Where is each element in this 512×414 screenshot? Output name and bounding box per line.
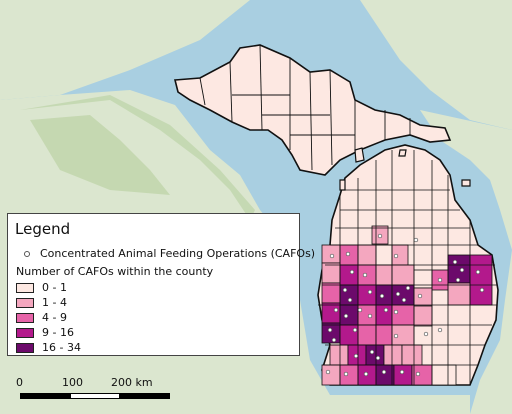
legend-swatch <box>16 282 34 293</box>
cafo-points <box>325 233 485 377</box>
ontario-northeast-land <box>360 0 512 130</box>
scale-label-zero: 0 <box>16 376 23 389</box>
legend-class-label: 9 - 16 <box>42 326 74 339</box>
legend-swatch <box>16 297 34 308</box>
southern-ontario-land <box>420 110 512 414</box>
legend-class-label: 0 - 1 <box>42 281 67 294</box>
legend-choropleth-title: Number of CAFOs within the county <box>16 265 214 278</box>
legend-title: Legend <box>15 220 71 238</box>
legend-class-label: 4 - 9 <box>42 311 67 324</box>
indiana-ohio-land <box>330 395 470 414</box>
forest-area-2 <box>30 115 170 195</box>
scale-segment-black <box>120 393 170 399</box>
scale-label-100: 100 <box>62 376 83 389</box>
scale-label-200: 200 km <box>111 376 153 389</box>
legend-point-entry: Concentrated Animal Feeding Operations (… <box>16 247 315 260</box>
legend-class-entry: 9 - 16 <box>16 326 74 339</box>
legend-swatch <box>16 312 34 323</box>
map-legend: Legend Concentrated Animal Feeding Opera… <box>7 213 315 356</box>
legend-swatch <box>16 342 34 353</box>
legend-class-label: 16 - 34 <box>42 341 81 354</box>
legend-class-label: 1 - 4 <box>42 296 67 309</box>
choropleth-counties <box>321 225 493 386</box>
scale-segment-black <box>20 393 70 399</box>
scale-bar: 0 100 200 km <box>14 376 214 402</box>
legend-class-entry: 4 - 9 <box>16 311 67 324</box>
ontario-land <box>0 0 250 100</box>
lower-peninsula-county-lines <box>318 150 497 385</box>
islands <box>339 147 471 191</box>
legend-class-entry: 16 - 34 <box>16 341 81 354</box>
upper-peninsula-county-lines <box>199 44 411 171</box>
legend-point-label: Concentrated Animal Feeding Operations (… <box>40 247 316 260</box>
legend-swatch <box>16 327 34 338</box>
legend-class-entry: 1 - 4 <box>16 296 67 309</box>
legend-class-entry: 0 - 1 <box>16 281 67 294</box>
point-symbol-icon <box>24 250 30 257</box>
scale-segment-white <box>70 393 120 399</box>
